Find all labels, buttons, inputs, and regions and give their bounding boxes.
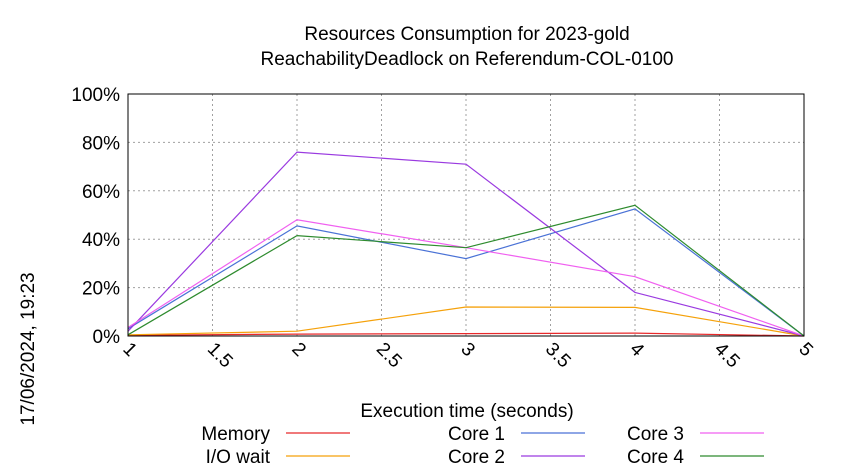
plot-frame [127,93,805,337]
series-line-core-1 [127,208,805,337]
series-lines [127,151,805,337]
series-line-memory [127,332,805,337]
x-tick-labels: 1 1.5 2 2.5 3 3.5 4 4.5 5 [118,339,816,373]
y-tick-label: 80% [82,133,120,154]
y-tick-labels: 0% 20% 40% 60% 80% 100% [71,85,120,348]
legend-label: Core 1 [448,424,505,445]
series-line-core-4 [127,204,805,337]
legend-label: Core 3 [627,424,684,445]
x-tick-label: 1 [118,339,140,361]
x-axis-label: Execution time (seconds) [360,401,573,422]
x-tick-label: 4.5 [710,339,744,373]
x-tick-label: 4 [625,339,648,362]
y-tick-label: 100% [71,85,120,106]
y-tick-label: 0% [93,327,121,348]
legend-label: I/O wait [206,447,271,468]
chart-title: Resources Consumption for 2023-gold [304,24,629,45]
x-tick-label: 2.5 [372,339,406,373]
x-tick-label: 2 [287,339,309,361]
legend-label: Core 2 [448,447,505,468]
y-tick-label: 40% [82,230,120,251]
timestamp-label: 17/06/2024, 19:23 [18,272,39,425]
legend-label: Core 4 [627,447,684,468]
series-line-i-o-wait [127,306,805,337]
x-tick-label: 3 [456,339,478,361]
y-tick-label: 20% [82,279,120,300]
x-tick-label: 5 [794,339,816,361]
y-tick-label: 60% [82,182,120,203]
grid-lines [127,93,805,337]
chart-subtitle: ReachabilityDeadlock on Referendum-COL-0… [261,49,674,70]
x-tick-label: 3.5 [541,339,575,373]
series-line-core-2 [127,151,805,337]
x-tick-label: 1.5 [203,339,237,373]
legend-label: Memory [201,424,270,445]
